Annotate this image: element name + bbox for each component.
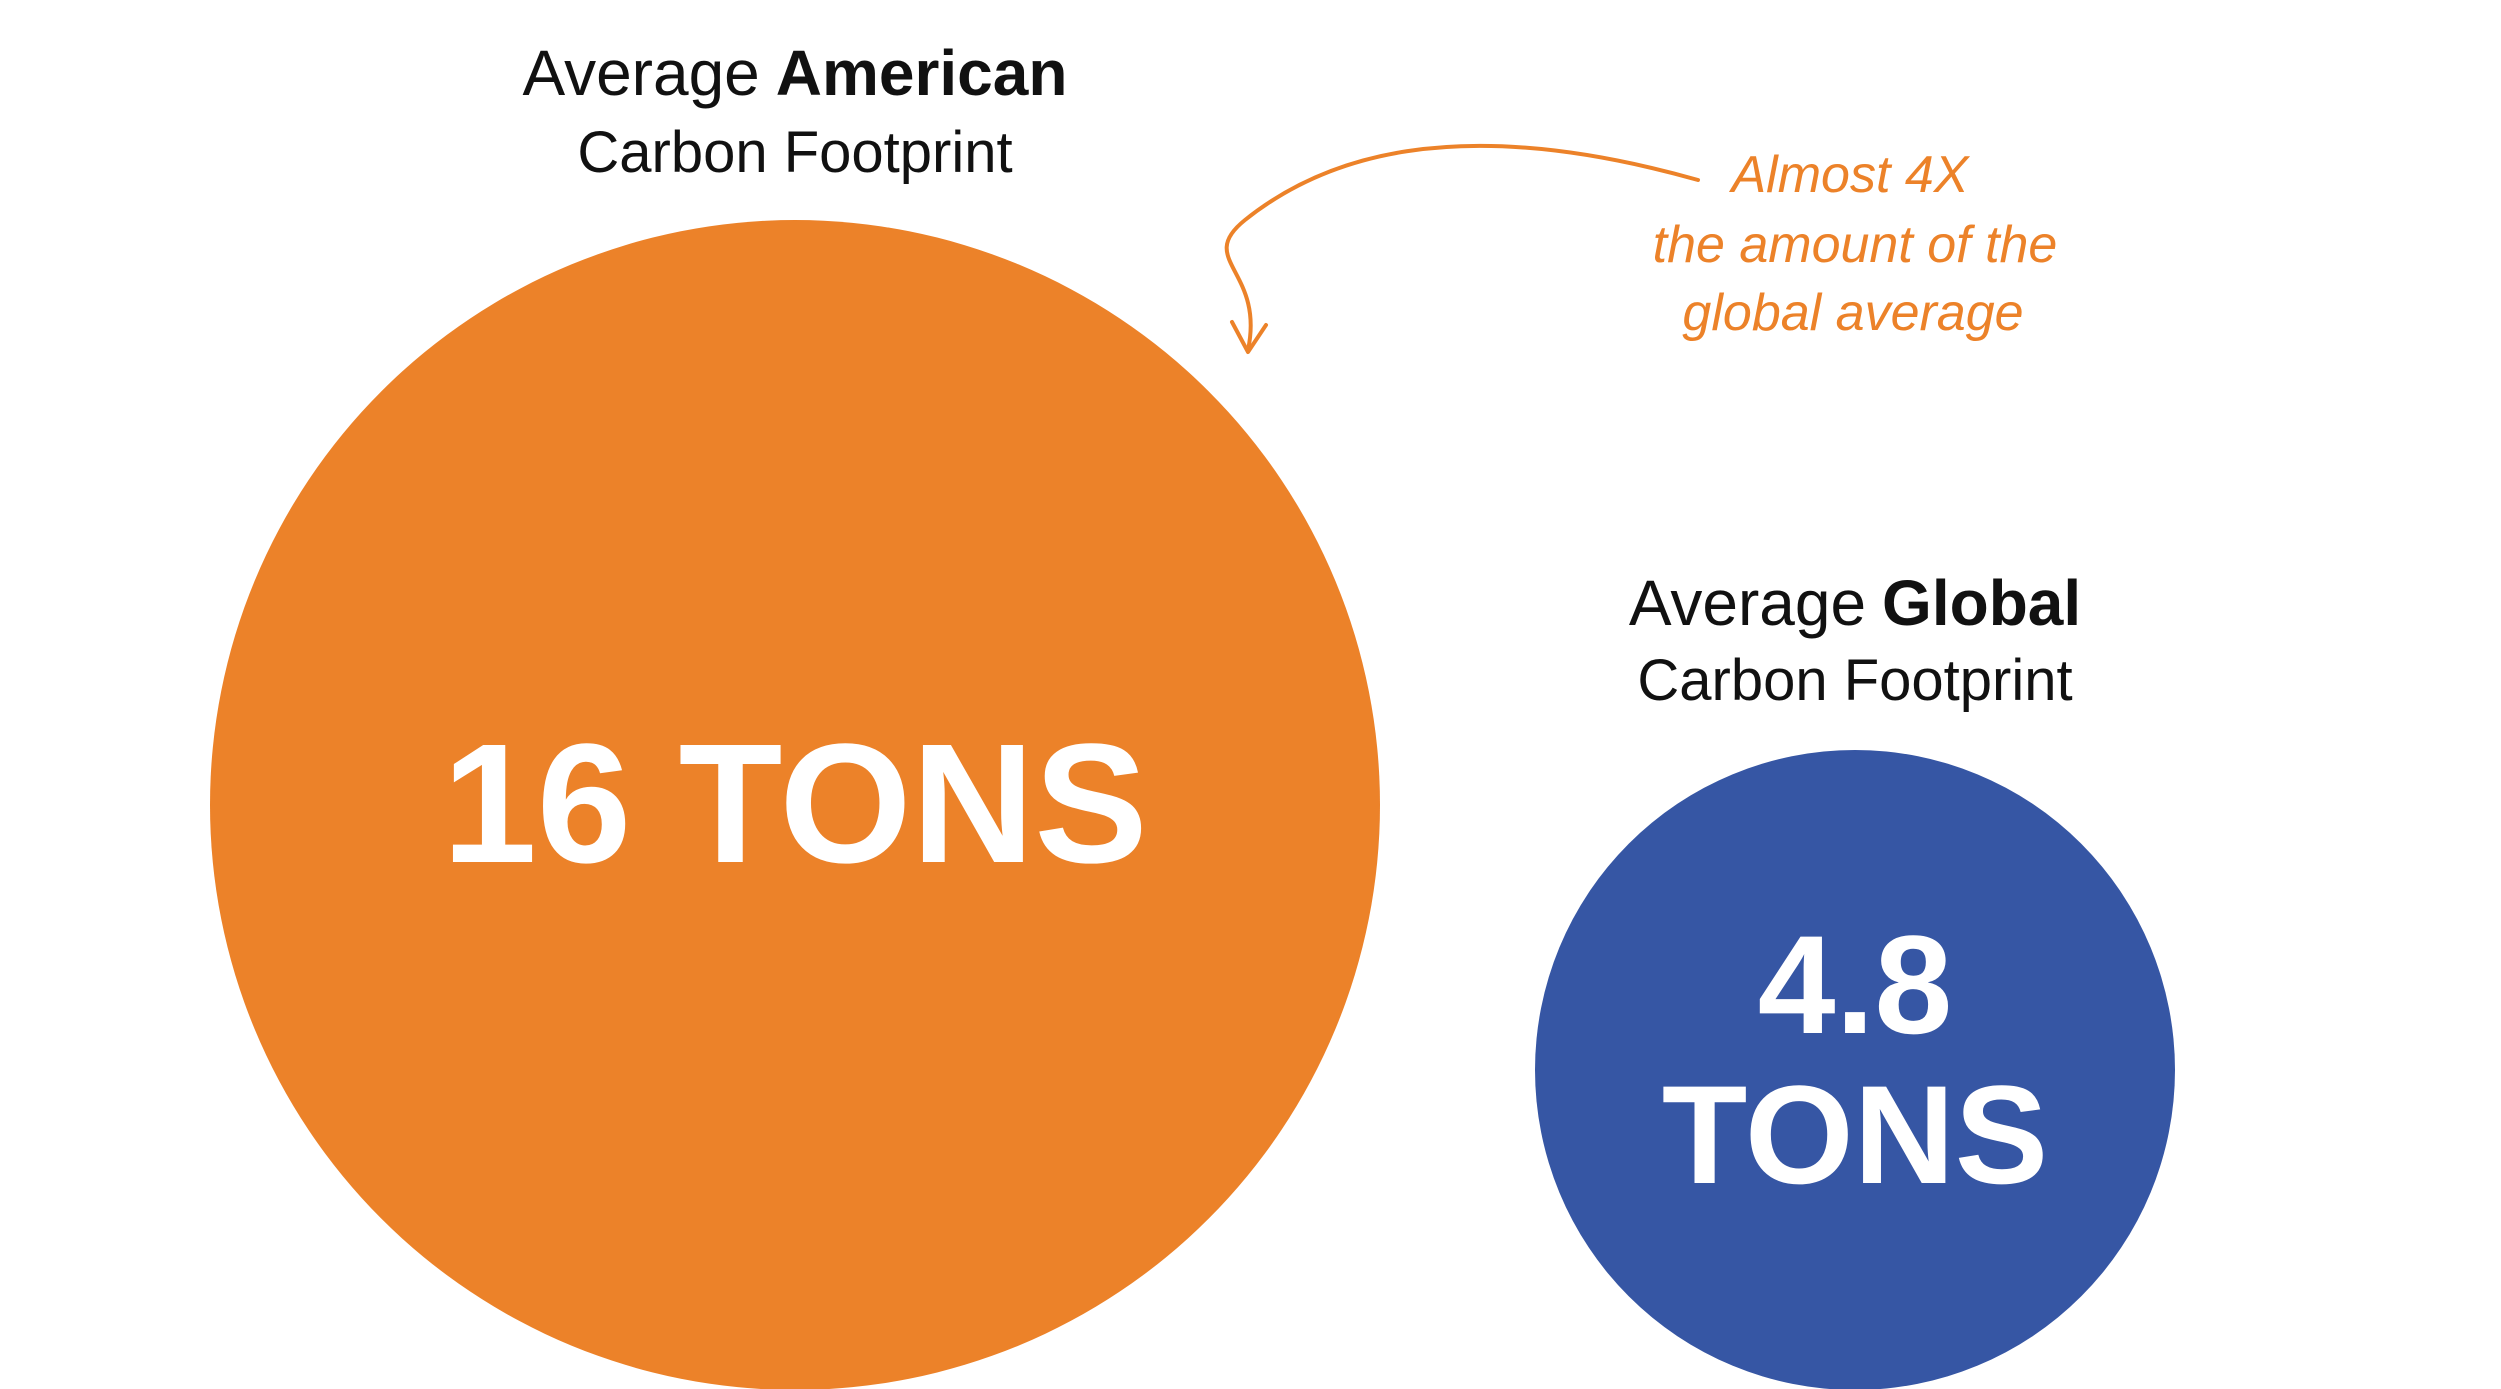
global-value-line1: 4.8 xyxy=(1758,906,1953,1063)
global-label-line2: Carbon Footprint xyxy=(1637,648,2072,713)
annotation-line-2: the amount of the xyxy=(1653,216,2058,274)
annotation-line-3: global average xyxy=(1682,284,2023,342)
annotation-line-1: Almost 4X xyxy=(1729,146,1971,204)
american-footprint-circle xyxy=(210,220,1380,1389)
american-value-label: 16 TONS xyxy=(442,709,1147,899)
american-label-line2: Carbon Footprint xyxy=(577,120,1012,185)
global-footprint-circle xyxy=(1535,750,2175,1389)
annotation-arrow-icon xyxy=(1224,143,1700,354)
global-label-line1: Average Global xyxy=(1629,567,2081,639)
global-value-line2: TONS xyxy=(1662,1056,2048,1213)
american-label-line1: Average American xyxy=(523,37,1068,109)
